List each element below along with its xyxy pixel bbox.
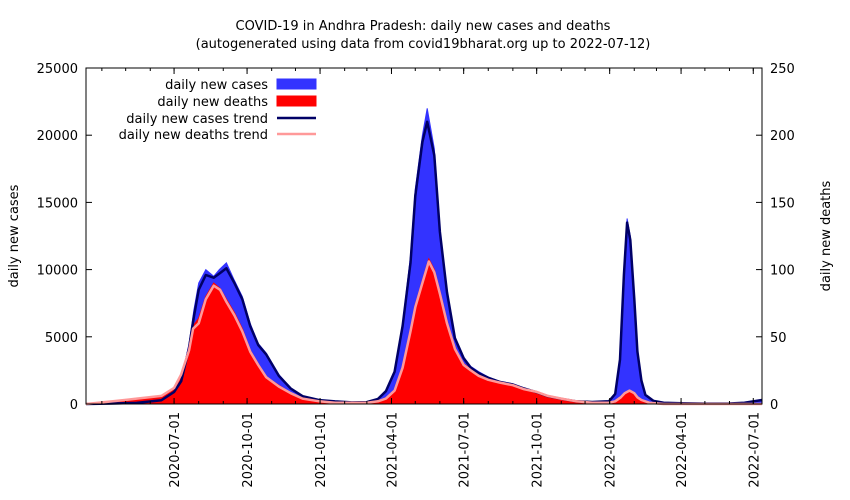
y-tick-label: 5000 (45, 331, 78, 346)
x-tick-label: 2020-07-01 (168, 412, 183, 488)
legend-swatch-cases (276, 78, 317, 90)
x-tick-label: 2021-10-01 (531, 412, 546, 488)
chart-subtitle: (autogenerated using data from covid19bh… (196, 37, 651, 52)
chart-title: COVID-19 in Andhra Pradesh: daily new ca… (236, 19, 611, 34)
deaths-trend-line (85, 260, 762, 406)
x-tick-label: 2022-07-01 (747, 412, 762, 488)
plot-border (85, 67, 763, 405)
y2-tick-label: 250 (770, 62, 795, 77)
y2-tick-label: 50 (770, 331, 787, 346)
plot-frame (85, 67, 763, 405)
x-tick-label: 2020-10-01 (241, 412, 256, 488)
x-tick-label: 2021-04-01 (385, 412, 400, 488)
legend-label: daily new cases (165, 78, 268, 93)
x-tick-label: 2022-01-01 (604, 412, 619, 488)
cases-trend-line (85, 120, 763, 406)
y2-axis-label: daily new deaths (819, 180, 834, 291)
y-tick-label: 20000 (37, 129, 78, 144)
y-axis-label: daily new cases (7, 184, 22, 287)
y2-tick-label: 100 (770, 264, 795, 279)
y-tick-label: 0 (70, 398, 78, 413)
legend-swatch-deaths (276, 95, 317, 107)
legend-label: daily new deaths trend (119, 128, 268, 143)
y2-tick-label: 150 (770, 196, 795, 211)
x-tick-label: 2021-07-01 (458, 412, 473, 488)
plot-series (85, 108, 763, 406)
legend-label: daily new cases trend (126, 112, 268, 127)
y-tick-label: 25000 (37, 62, 78, 77)
y-tick-label: 15000 (37, 196, 78, 211)
y-tick-label: 10000 (37, 264, 78, 279)
x-tick-label: 2021-01-01 (314, 412, 329, 488)
x-tick-label: 2022-04-01 (675, 412, 690, 488)
legend: daily new cases daily new deaths daily new… (119, 78, 317, 143)
y2-tick-label: 0 (770, 398, 778, 413)
y2-tick-label: 200 (770, 129, 795, 144)
legend-label: daily new deaths (157, 95, 268, 110)
axis-ticks: 0 5000 10000 15000 20000 25000 0 50 100 150 200 250… (37, 62, 795, 488)
